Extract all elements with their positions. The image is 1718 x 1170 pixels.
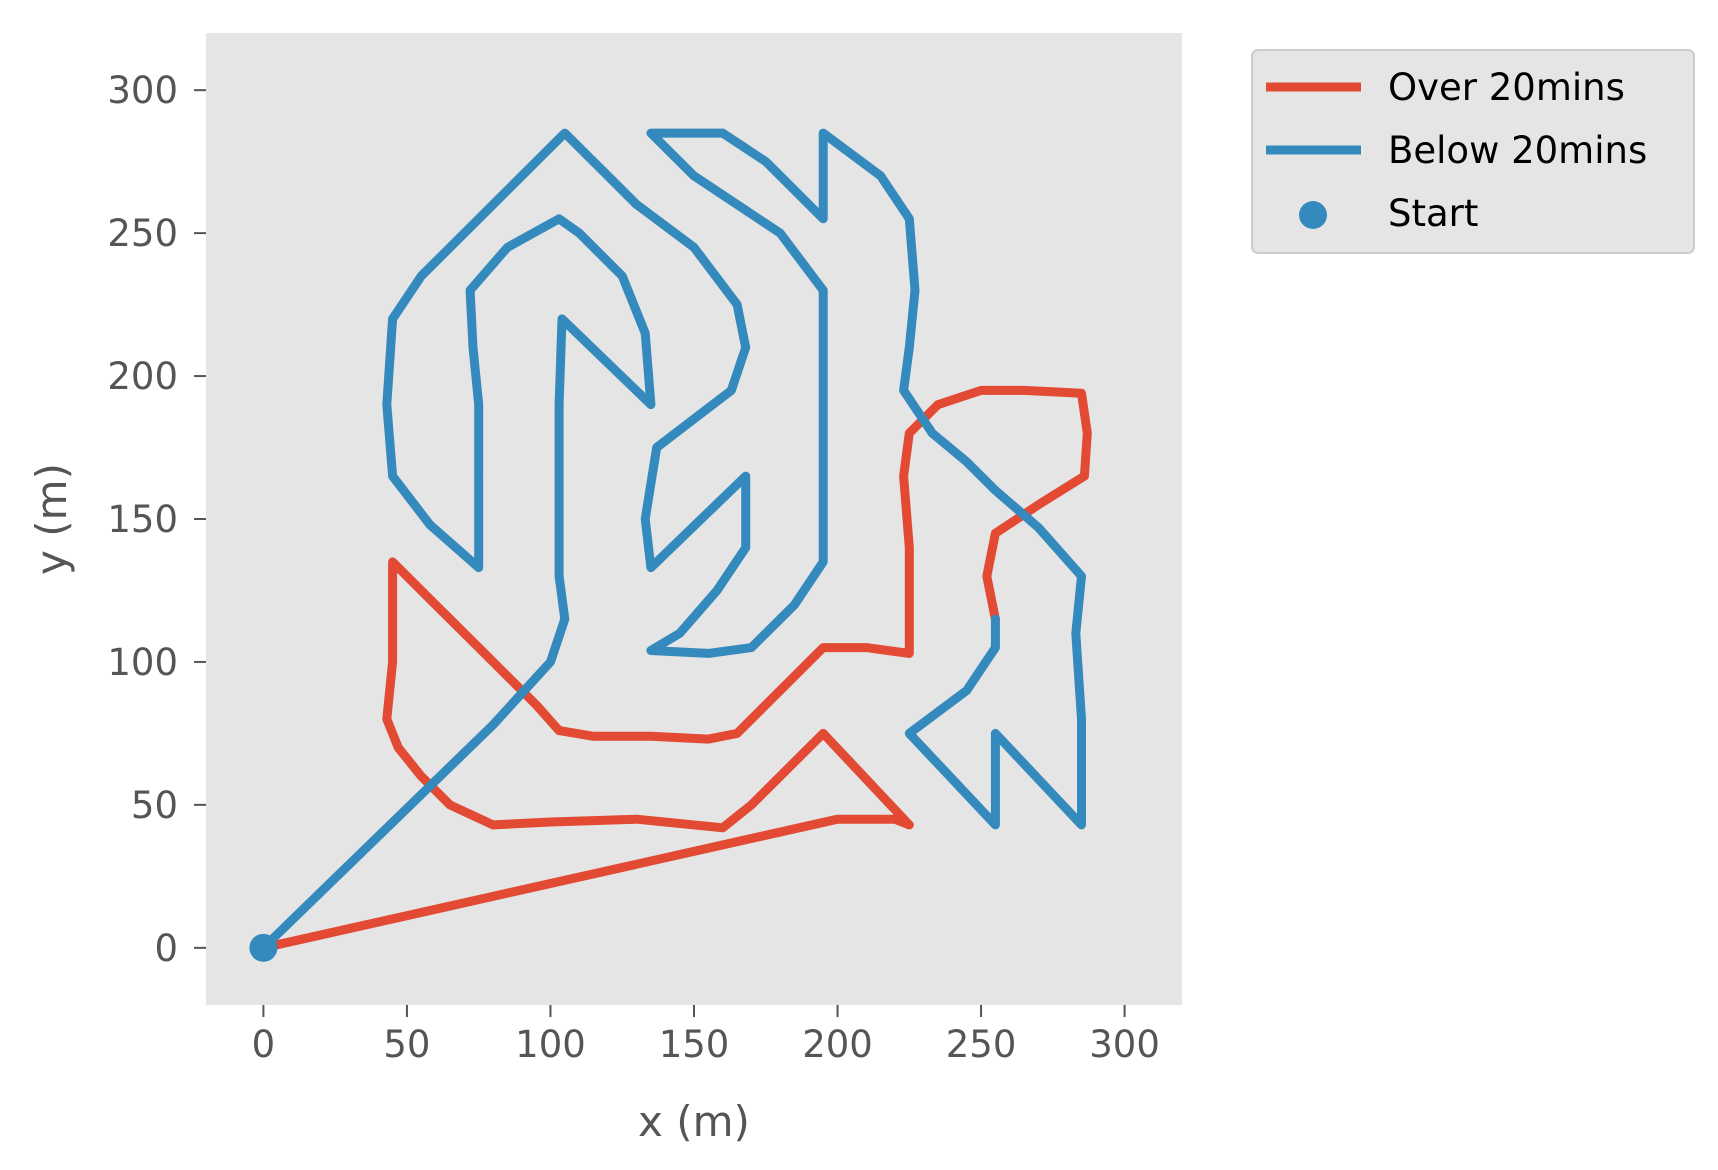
y-tick-label: 50 — [131, 784, 178, 827]
y-tick-label: 200 — [107, 355, 178, 398]
x-tick-label: 0 — [252, 1023, 276, 1066]
legend-label-start: Start — [1388, 192, 1478, 235]
y-tick-label: 100 — [107, 641, 178, 684]
legend-label-over-20mins: Over 20mins — [1388, 66, 1625, 109]
x-tick-label: 50 — [383, 1023, 430, 1066]
y-axis-label: y (m) — [27, 463, 76, 575]
y-axis-ticks: 0 50 100 150 200 250 300 — [107, 69, 206, 970]
x-tick-label: 250 — [946, 1023, 1017, 1066]
legend-swatch-start — [1299, 201, 1327, 229]
x-tick-label: 300 — [1089, 1023, 1160, 1066]
series-line-below-20mins — [258, 128, 1086, 953]
legend-box — [1251, 49, 1695, 254]
y-tick-label: 300 — [107, 69, 178, 112]
legend: Over 20mins Below 20mins Start — [1251, 49, 1695, 254]
start-marker — [249, 933, 278, 962]
y-tick-label: 0 — [154, 927, 178, 970]
x-tick-label: 150 — [659, 1023, 730, 1066]
series-layer — [249, 128, 1092, 962]
x-tick-label: 100 — [515, 1023, 586, 1066]
series-line-over-20mins — [258, 385, 1092, 953]
x-tick-label: 200 — [802, 1023, 873, 1066]
x-axis-label: x (m) — [638, 1097, 750, 1146]
y-tick-label: 250 — [107, 212, 178, 255]
legend-label-below-20mins: Below 20mins — [1388, 129, 1647, 172]
x-axis-ticks: 0 50 100 150 200 250 300 — [252, 1005, 1160, 1066]
y-tick-label: 150 — [107, 498, 178, 541]
